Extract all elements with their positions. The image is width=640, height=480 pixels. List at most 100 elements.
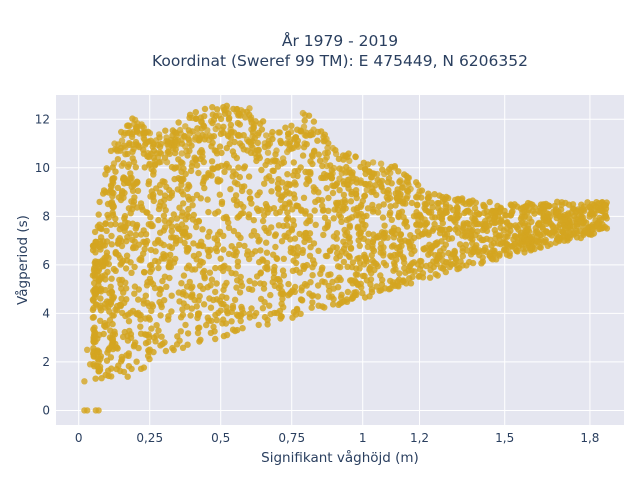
data-point [211, 147, 218, 154]
data-point [266, 302, 273, 309]
data-point [251, 280, 258, 287]
data-point [599, 221, 606, 228]
data-point [163, 283, 170, 290]
data-point [124, 233, 131, 241]
data-point [158, 333, 165, 340]
data-point [442, 207, 450, 214]
data-point [279, 295, 286, 303]
data-point [127, 259, 134, 266]
data-point [278, 300, 285, 307]
data-point [92, 249, 99, 256]
data-point [427, 244, 435, 251]
data-point [429, 204, 436, 211]
data-point [237, 273, 244, 281]
data-point [319, 207, 327, 214]
data-point [291, 283, 299, 291]
data-point [507, 222, 515, 230]
data-point [384, 178, 392, 186]
data-point [524, 209, 531, 216]
data-point [312, 221, 319, 228]
data-point [171, 175, 178, 183]
y-axis-ticks: 0 2 4 6 8 10 12 [35, 112, 50, 417]
data-point [275, 185, 282, 193]
data-point [114, 184, 122, 192]
data-point [107, 147, 115, 155]
data-point [175, 119, 182, 126]
data-point [271, 309, 278, 317]
data-point [118, 356, 126, 363]
data-point [329, 144, 336, 152]
data-point [102, 371, 109, 379]
data-point [581, 227, 589, 234]
data-point [521, 249, 528, 256]
data-point [353, 265, 360, 272]
data-point [402, 218, 409, 226]
data-point [186, 130, 194, 137]
data-point [319, 303, 326, 310]
data-point [381, 222, 388, 229]
data-point [427, 261, 434, 268]
data-point [508, 209, 515, 216]
data-point [249, 132, 256, 140]
data-point [492, 219, 500, 226]
x-tick-label: 0,5 [211, 431, 230, 445]
data-point [252, 248, 259, 255]
data-point [426, 209, 433, 216]
data-point [142, 240, 150, 248]
data-point [132, 244, 139, 251]
data-point [263, 239, 270, 246]
data-point [390, 267, 397, 274]
data-point [206, 269, 214, 276]
data-point [314, 293, 322, 300]
data-point [263, 227, 270, 234]
data-point [307, 244, 314, 251]
data-point [378, 182, 385, 189]
data-point [128, 269, 135, 276]
data-point [291, 135, 298, 142]
data-point [417, 212, 424, 220]
data-point [437, 264, 445, 271]
data-point [220, 214, 227, 222]
data-point [184, 341, 191, 348]
data-point [118, 162, 126, 169]
data-point [264, 321, 271, 328]
data-point [201, 105, 209, 113]
data-point [217, 255, 224, 262]
data-point [110, 190, 117, 197]
data-point [178, 188, 185, 195]
data-point [381, 170, 388, 178]
data-point [390, 227, 397, 234]
data-point [155, 327, 162, 334]
data-point [481, 221, 489, 229]
data-point [231, 179, 239, 186]
data-point [173, 139, 180, 147]
data-point [212, 210, 219, 217]
data-point [450, 206, 457, 214]
data-point [382, 262, 390, 269]
data-point [97, 234, 105, 241]
data-point [112, 215, 119, 222]
data-point [162, 127, 169, 134]
data-point [344, 169, 351, 176]
data-point [214, 176, 221, 183]
data-point [397, 251, 404, 258]
data-point [246, 310, 253, 318]
data-point [392, 202, 399, 209]
data-point [396, 243, 403, 251]
data-point [353, 206, 361, 213]
data-point [185, 205, 192, 213]
data-point [480, 236, 487, 244]
data-point [209, 111, 216, 118]
data-point [375, 203, 383, 210]
data-point [195, 250, 202, 258]
data-point [131, 238, 138, 245]
data-point [197, 155, 204, 163]
data-point [325, 282, 332, 290]
data-point [498, 218, 505, 225]
y-tick-label: 10 [35, 161, 50, 175]
data-point [96, 198, 103, 206]
data-point [131, 263, 138, 271]
data-point [227, 186, 234, 193]
data-point [95, 358, 102, 366]
data-point [86, 361, 94, 368]
